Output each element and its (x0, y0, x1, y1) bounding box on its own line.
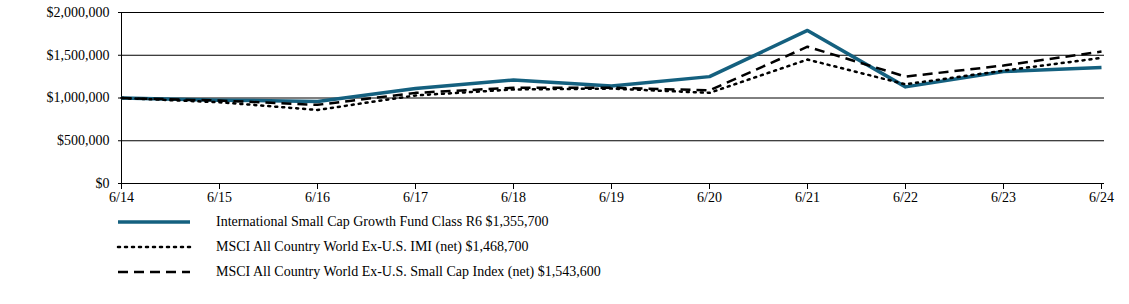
svg-text:6/16: 6/16 (305, 190, 330, 205)
svg-text:6/21: 6/21 (795, 190, 820, 205)
svg-text:6/20: 6/20 (697, 190, 722, 205)
svg-text:6/18: 6/18 (501, 190, 526, 205)
svg-text:6/14: 6/14 (109, 190, 134, 205)
svg-text:6/23: 6/23 (991, 190, 1016, 205)
svg-text:6/15: 6/15 (207, 190, 232, 205)
svg-text:$1,500,000: $1,500,000 (47, 48, 110, 63)
svg-text:6/22: 6/22 (893, 190, 918, 205)
html-text:International Small Cap Growth: International Small Cap Growth Fund Clas… (216, 213, 549, 229)
svg-text:$500,000: $500,000 (57, 133, 110, 148)
svg-text:6/19: 6/19 (599, 190, 624, 205)
svg-text:$0: $0 (96, 176, 110, 191)
svg-text:$2,000,000: $2,000,000 (47, 5, 110, 20)
svg-text:6/17: 6/17 (403, 190, 428, 205)
svg-text:6/24: 6/24 (1089, 190, 1114, 205)
html-text:MSCI All Country World Ex-U.S.: MSCI All Country World Ex-U.S. IMI (net)… (216, 238, 529, 254)
svg-text:$1,000,000: $1,000,000 (47, 90, 110, 105)
html-text:MSCI All Country World Ex-U.S.: MSCI All Country World Ex-U.S. Small Cap… (216, 263, 601, 279)
